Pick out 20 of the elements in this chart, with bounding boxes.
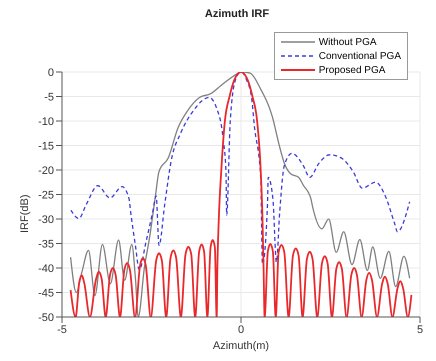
legend-label: Without PGA xyxy=(318,36,377,48)
y-tick-label: -50 xyxy=(38,312,54,324)
x-tick-label: 5 xyxy=(416,324,424,336)
chart-title: Azimuth IRF xyxy=(204,8,270,20)
y-tick-label: 0 xyxy=(48,66,54,79)
y-tick-label: -5 xyxy=(44,91,54,104)
y-axis-title: IRF(dB) xyxy=(18,194,31,233)
y-tick-label: -15 xyxy=(38,140,54,152)
y-tick-label: -10 xyxy=(38,116,54,128)
y-tick-label: -45 xyxy=(38,287,54,300)
y-tick-label: -20 xyxy=(38,164,54,177)
legend-label: Proposed PGA xyxy=(318,64,386,76)
x-axis-title: Azimuth(m) xyxy=(212,340,270,352)
legend-label: Conventional PGA xyxy=(318,50,401,62)
x-tick-label: -5 xyxy=(57,324,67,336)
x-tick-label: 0 xyxy=(238,324,244,336)
y-tick-label: -30 xyxy=(38,214,54,226)
y-tick-label: -40 xyxy=(38,262,54,275)
y-tick-label: -25 xyxy=(38,189,54,202)
y-tick-label: -35 xyxy=(38,238,54,250)
